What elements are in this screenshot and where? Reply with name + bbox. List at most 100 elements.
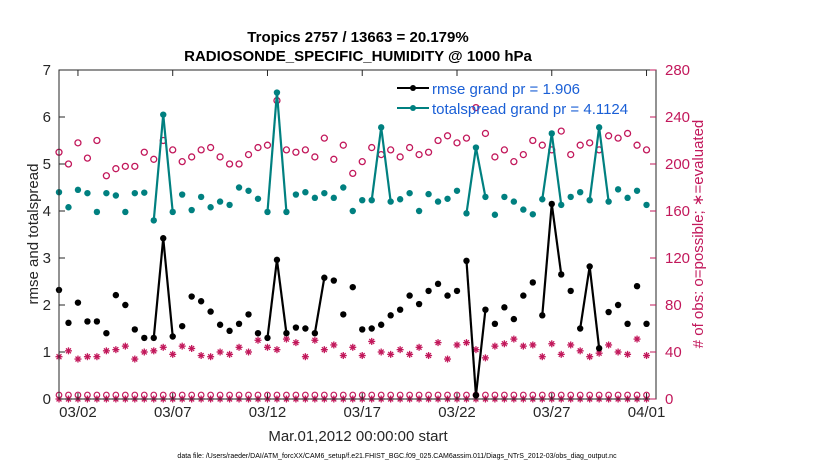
totalspread-segment	[541, 133, 553, 200]
obs-possible-point	[576, 141, 584, 149]
obs-possible-point	[235, 160, 243, 168]
obs-star-stroke	[179, 343, 186, 350]
obs-possible-point	[567, 150, 575, 159]
totalspread-segment	[588, 127, 601, 201]
totalspread-point	[197, 193, 205, 201]
x-tick-label: 03/12	[249, 404, 287, 421]
obs-evaluated-point	[93, 353, 101, 361]
obs-possible-point	[424, 148, 433, 156]
totalspread-segment	[152, 114, 165, 221]
totalspread-point	[539, 196, 546, 203]
obs-possible-point	[443, 132, 452, 140]
totalspread-point	[529, 211, 537, 218]
rmse-point	[169, 333, 176, 340]
totalspread-point	[633, 187, 641, 194]
obs-evaluated-point	[292, 339, 300, 347]
obs-evaluated-point	[425, 352, 433, 360]
rmse-point	[188, 293, 195, 300]
y-axis-right-label: # of obs: o=possible; ∗=evaluated	[690, 120, 707, 349]
obs-star-stroke	[255, 337, 261, 344]
rmse-point	[586, 263, 593, 270]
rmse-point	[122, 301, 129, 309]
obs-star-stroke	[93, 353, 100, 360]
rmse-point	[131, 326, 139, 333]
rmse-point	[330, 277, 338, 284]
obs-evaluated-point	[64, 347, 72, 355]
obs-star-stroke	[406, 351, 413, 358]
obs-evaluated-point	[235, 343, 243, 351]
totalspread-point	[396, 196, 404, 203]
obs-possible-point	[358, 157, 366, 166]
y-right-tick-label: 40	[665, 344, 682, 361]
rmse-point	[387, 312, 394, 319]
rmse-point	[434, 280, 442, 288]
obs-possible-point	[263, 141, 272, 149]
rmse-point	[510, 315, 518, 323]
totalspread-point	[501, 193, 508, 201]
totalspread-point	[74, 186, 82, 194]
rmse-point	[254, 330, 262, 337]
rmse-point	[614, 301, 622, 309]
obs-star-stroke	[605, 342, 612, 348]
totalspread-segment	[550, 133, 563, 206]
obs-possible-point	[83, 154, 92, 162]
totalspread-point	[595, 124, 603, 131]
rmse-segment	[266, 259, 279, 339]
obs-evaluated-point	[112, 346, 120, 354]
rmse-point	[283, 330, 290, 337]
totalspread-point	[520, 206, 527, 213]
rmse-point	[359, 326, 366, 333]
totalspread-point	[586, 196, 593, 204]
obs-star-stroke	[274, 346, 280, 353]
totalspread-point	[216, 198, 224, 205]
obs-star-stroke	[198, 352, 205, 359]
obs-star-stroke	[141, 349, 148, 355]
y-axis-left-label: rmse and totalspread	[25, 164, 42, 305]
rmse-point	[406, 292, 413, 299]
rmse-point	[558, 271, 565, 278]
obs-star-stroke	[245, 349, 252, 355]
obs-evaluated-point	[614, 348, 622, 356]
totalspread-point	[141, 189, 148, 196]
obs-evaluated-point	[226, 350, 234, 358]
obs-possible-point	[339, 141, 347, 149]
obs-star-stroke	[160, 344, 167, 351]
obs-evaluated-point	[245, 348, 253, 356]
x-axis-label: Mar.01,2012 00:00:00 start	[268, 428, 448, 445]
totalspread-segment	[465, 147, 478, 214]
rmse-point	[425, 287, 432, 295]
obs-star-stroke	[473, 346, 479, 353]
obs-evaluated-point	[254, 336, 262, 344]
obs-possible-point	[510, 157, 518, 166]
y-left-tick-label: 4	[43, 203, 51, 220]
obs-evaluated-point	[633, 335, 641, 343]
obs-star-stroke	[435, 339, 441, 346]
rmse-point	[482, 306, 489, 313]
totalspread-point	[359, 196, 366, 204]
rmse-segment	[152, 238, 165, 339]
obs-evaluated-point	[263, 343, 271, 351]
rmse-point	[368, 325, 375, 332]
rmse-point	[112, 291, 120, 299]
obs-evaluated-point	[131, 355, 139, 363]
obs-possible-point	[112, 165, 120, 173]
obs-evaluated-point	[406, 350, 414, 358]
rmse-point	[311, 330, 319, 337]
totalspread-point	[273, 89, 281, 96]
rmse-point	[292, 324, 300, 331]
x-tick-label: 03/27	[533, 404, 571, 421]
rmse-segment	[474, 309, 487, 396]
totalspread-point	[510, 198, 518, 205]
obs-evaluated-point	[216, 348, 224, 356]
obs-possible-point	[320, 134, 328, 142]
obs-star-stroke	[425, 352, 432, 359]
legend-rmse-label: rmse grand pr = 1.906	[432, 81, 580, 98]
obs-possible-point	[216, 153, 224, 161]
rmse-segment	[541, 203, 553, 316]
y-right-tick-label: 160	[665, 203, 690, 220]
rmse-point	[539, 312, 546, 319]
obs-star-stroke	[207, 353, 214, 360]
totalspread-point	[235, 184, 243, 191]
totalspread-point	[482, 193, 489, 201]
rmse-point	[245, 311, 252, 318]
